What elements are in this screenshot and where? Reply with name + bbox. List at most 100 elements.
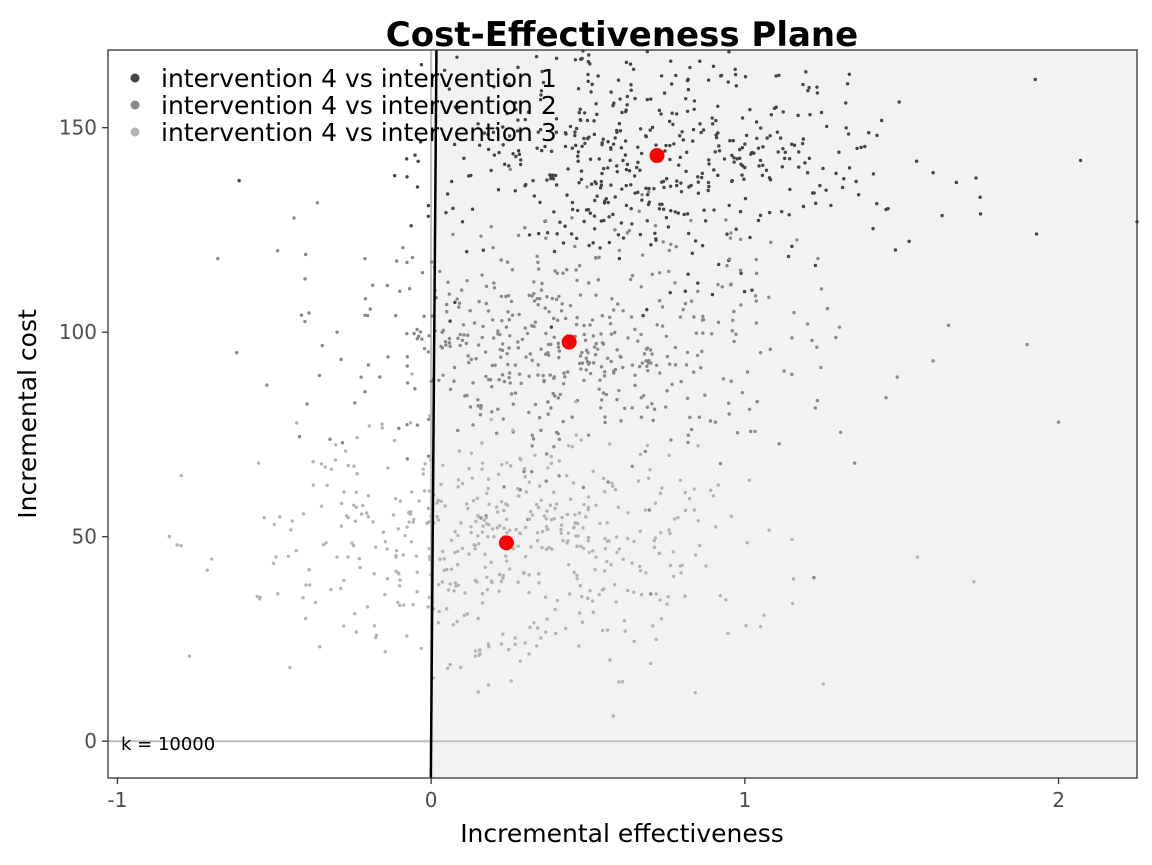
legend-label: intervention 4 vs intervention 3 xyxy=(161,118,557,147)
scatter-point xyxy=(307,568,311,572)
scatter-point xyxy=(672,517,677,521)
scatter-point xyxy=(696,180,700,184)
scatter-point xyxy=(652,186,656,191)
scatter-point xyxy=(875,133,879,138)
scatter-point xyxy=(429,260,434,264)
scatter-point xyxy=(584,356,588,360)
scatter-point xyxy=(507,164,511,168)
scatter-point xyxy=(686,433,690,437)
scatter-point xyxy=(818,183,822,188)
scatter-point xyxy=(478,648,482,652)
scatter-point xyxy=(813,263,818,268)
scatter-point xyxy=(486,147,491,152)
scatter-point xyxy=(275,249,280,253)
scatter-point xyxy=(554,631,558,636)
scatter-point xyxy=(446,280,450,285)
scatter-point xyxy=(401,553,406,557)
cost-effective-region xyxy=(430,50,1137,778)
scatter-point xyxy=(735,157,739,161)
scatter-point xyxy=(476,343,481,347)
scatter-point xyxy=(630,273,635,278)
scatter-point xyxy=(466,333,470,337)
scatter-point xyxy=(504,294,508,299)
scatter-point xyxy=(507,346,511,350)
scatter-point xyxy=(840,185,845,190)
scatter-point xyxy=(629,206,633,211)
scatter-point xyxy=(392,438,397,443)
scatter-point xyxy=(551,316,556,321)
scatter-point xyxy=(871,172,876,176)
scatter-point xyxy=(476,514,480,518)
scatter-point xyxy=(767,210,772,215)
scatter-point xyxy=(735,430,740,435)
scatter-point xyxy=(635,165,639,170)
scatter-point xyxy=(533,402,538,407)
scatter-point xyxy=(612,371,616,375)
scatter-point xyxy=(570,445,575,449)
scatter-point xyxy=(714,135,719,140)
scatter-point xyxy=(511,152,515,156)
scatter-point xyxy=(574,433,578,437)
scatter-point xyxy=(609,183,613,187)
scatter-point xyxy=(419,646,424,651)
scatter-point xyxy=(502,508,506,513)
scatter-point xyxy=(565,541,569,545)
scatter-point xyxy=(509,392,514,396)
scatter-point xyxy=(486,642,491,646)
scatter-point xyxy=(740,146,745,150)
scatter-point xyxy=(580,620,585,624)
scatter-point xyxy=(837,325,842,329)
y-tick-label: 0 xyxy=(84,729,97,753)
scatter-point xyxy=(768,347,772,352)
scatter-point xyxy=(415,423,420,427)
scatter-point xyxy=(539,89,544,93)
scatter-point xyxy=(504,554,508,558)
scatter-point xyxy=(790,142,794,146)
scatter-point xyxy=(383,540,388,544)
scatter-point xyxy=(819,110,824,115)
scatter-point xyxy=(673,210,677,214)
scatter-point xyxy=(556,345,561,349)
scatter-point xyxy=(408,512,413,516)
scatter-point xyxy=(415,590,419,594)
scatter-point xyxy=(586,72,590,77)
scatter-point xyxy=(391,513,396,517)
scatter-point xyxy=(664,405,668,409)
scatter-point xyxy=(307,311,311,315)
scatter-point xyxy=(617,256,622,261)
scatter-point xyxy=(649,97,653,101)
scatter-point xyxy=(801,82,805,87)
scatter-point xyxy=(490,363,494,368)
scatter-point xyxy=(501,573,506,578)
scatter-point xyxy=(824,188,828,192)
scatter-point xyxy=(654,363,659,368)
scatter-point xyxy=(370,283,375,287)
scatter-point xyxy=(286,554,291,559)
scatter-point xyxy=(491,130,496,135)
scatter-point xyxy=(476,122,480,126)
scatter-point xyxy=(405,364,409,368)
scatter-point xyxy=(363,313,367,317)
scatter-point xyxy=(747,478,752,482)
scatter-point xyxy=(679,189,684,194)
scatter-point xyxy=(710,116,714,120)
scatter-point xyxy=(696,519,700,523)
scatter-point xyxy=(601,342,606,346)
scatter-point xyxy=(413,153,417,157)
scatter-point xyxy=(672,142,676,146)
scatter-point xyxy=(623,629,627,633)
scatter-point xyxy=(636,190,640,195)
scatter-point xyxy=(755,399,759,404)
scatter-point xyxy=(453,300,457,305)
scatter-point xyxy=(667,248,672,253)
scatter-point xyxy=(629,88,633,92)
scatter-point xyxy=(586,495,591,499)
scatter-point xyxy=(590,599,595,603)
scatter-point xyxy=(714,525,718,529)
scatter-point xyxy=(586,60,591,64)
scatter-point xyxy=(179,543,183,548)
scatter-point xyxy=(628,62,633,66)
scatter-point xyxy=(570,146,575,150)
scatter-point xyxy=(405,457,410,461)
